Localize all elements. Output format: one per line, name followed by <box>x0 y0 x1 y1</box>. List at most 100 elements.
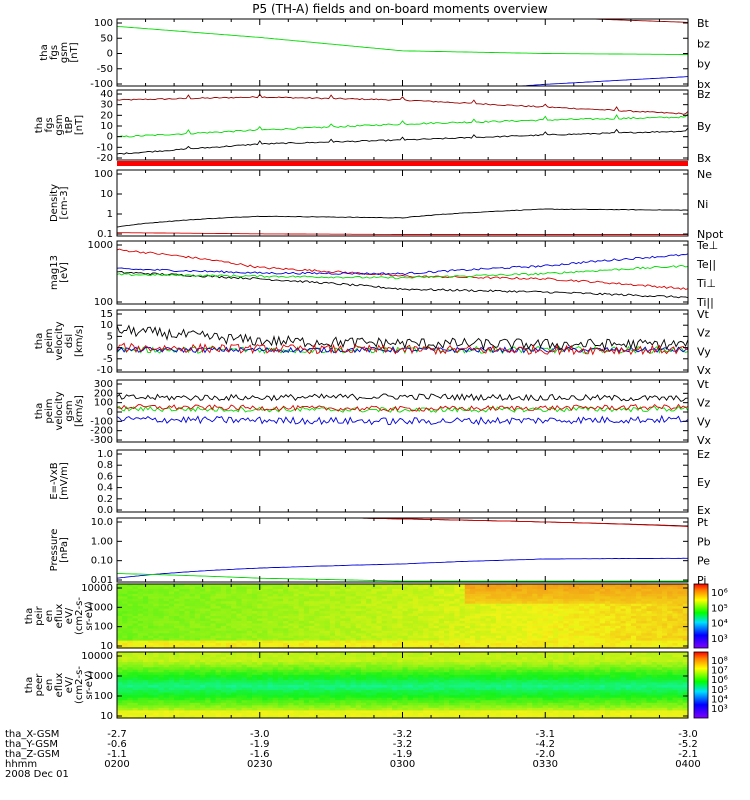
spectrogram-cell <box>501 611 507 615</box>
spectrogram-cell <box>584 635 590 639</box>
spectrogram-cell <box>168 608 175 612</box>
spectrogram-cell <box>257 674 263 678</box>
spectrogram-cell <box>371 601 378 605</box>
spectrogram-cell <box>646 625 653 629</box>
spectrogram-cell <box>236 687 243 691</box>
spectrogram-cell <box>179 606 186 610</box>
spectrogram-cell <box>449 623 456 627</box>
spectrogram-cell <box>386 623 393 627</box>
spectrogram-cell <box>189 603 196 607</box>
spectrogram-cell <box>542 588 549 592</box>
spectrogram-cell <box>241 616 248 620</box>
spectrogram-cell <box>319 654 326 658</box>
spectrogram-cell <box>174 712 180 717</box>
spectrogram-cell <box>210 586 217 590</box>
spectrogram-cell <box>246 654 253 658</box>
spectrogram-cell <box>168 598 175 602</box>
spectrogram-cell <box>412 664 419 668</box>
spectrogram-cell <box>516 618 523 622</box>
spectrogram-cell <box>117 712 123 717</box>
spectrogram-cell <box>392 692 398 696</box>
spectrogram-cell <box>194 640 201 644</box>
spectrogram-cell <box>293 712 300 717</box>
spectrogram-cell <box>433 616 440 620</box>
spectrogram-cell <box>127 635 134 639</box>
spectrogram-cell <box>407 628 414 632</box>
spectrogram-cell <box>578 601 585 605</box>
spectrogram-cell <box>360 705 367 709</box>
spectrogram-cell <box>251 611 258 615</box>
spectrogram-cell <box>672 616 679 620</box>
y-axis-label: mag13 [eV] <box>49 255 70 290</box>
spectrogram-cell <box>246 662 253 666</box>
spectrogram-cell <box>376 672 383 676</box>
spectrogram-cell <box>179 618 186 622</box>
spectrogram-cell <box>444 603 450 607</box>
spectrogram-cell <box>231 690 237 694</box>
spectrogram-cell <box>407 645 414 649</box>
spectrogram-cell <box>314 611 321 615</box>
spectrogram-cell <box>137 620 144 624</box>
spectrogram-cell <box>355 588 362 592</box>
spectrogram-cell <box>200 685 206 689</box>
spectrogram-cell <box>272 640 279 644</box>
spectrogram-cell <box>168 662 175 666</box>
spectrogram-cell <box>371 603 378 607</box>
spectrogram-cell <box>646 593 653 597</box>
spectrogram-cell <box>527 598 533 602</box>
spectrogram-cell <box>241 662 248 666</box>
spectrogram-cell <box>215 707 222 711</box>
spectrogram-cell <box>584 584 590 588</box>
spectrogram-cell <box>636 598 642 602</box>
spectrogram-cell <box>231 667 237 671</box>
spectrogram-cell <box>329 667 336 671</box>
spectrogram-cell <box>272 625 279 629</box>
spectrogram-cell <box>127 601 134 605</box>
spectrogram-cell <box>329 710 336 714</box>
spectrogram-cell <box>122 669 128 673</box>
spectrogram-cell <box>578 586 585 590</box>
spectrogram-cell <box>163 669 170 673</box>
spectrogram-cell <box>402 705 409 709</box>
spectrogram-cell <box>350 586 357 590</box>
spectrogram-cell <box>293 606 300 610</box>
spectrogram-cell <box>293 715 300 719</box>
spectrogram-cell <box>184 692 191 696</box>
spectrogram-cell <box>277 715 284 719</box>
spectrogram-cell <box>267 695 274 699</box>
spectrogram-cell <box>345 635 352 639</box>
spectrogram-cell <box>314 638 321 642</box>
spectrogram-cell <box>340 672 346 676</box>
legend-Ex: Ex <box>697 504 711 517</box>
spectrogram-cell <box>355 654 362 658</box>
spectrogram-cell <box>553 601 559 605</box>
y-tick-label: -20 <box>97 153 113 164</box>
spectrogram-cell <box>246 643 253 647</box>
spectrogram-cell <box>251 601 258 605</box>
spectrogram-cell <box>283 620 289 624</box>
spectrogram-cell <box>132 652 139 656</box>
spectrogram-cell <box>459 640 466 644</box>
spectrogram-cell <box>241 669 248 673</box>
spectrogram-cell <box>168 654 175 658</box>
spectrogram-cell <box>257 591 263 595</box>
spectrogram-cell <box>189 608 196 612</box>
spectrogram-cell <box>288 606 295 610</box>
spectrogram-cell <box>324 603 331 607</box>
spectrogram-cell <box>656 625 663 629</box>
spectrogram-cell <box>568 616 575 620</box>
spectrogram-cell <box>428 603 435 607</box>
spectrogram-cell <box>314 591 321 595</box>
spectrogram-cell <box>386 613 393 617</box>
spectrogram-cell <box>371 679 378 684</box>
spectrogram-cell <box>168 674 175 678</box>
spectrogram-cell <box>480 598 487 602</box>
spectrogram-cell <box>329 633 336 637</box>
spectrogram-cell <box>267 633 274 637</box>
spectrogram-cell <box>418 598 424 602</box>
spectrogram-cell <box>241 659 248 663</box>
spectrogram-cell <box>345 679 352 684</box>
spectrogram-cell <box>200 591 206 595</box>
spectrogram-cell <box>241 677 248 681</box>
spectrogram-cell <box>537 603 544 607</box>
